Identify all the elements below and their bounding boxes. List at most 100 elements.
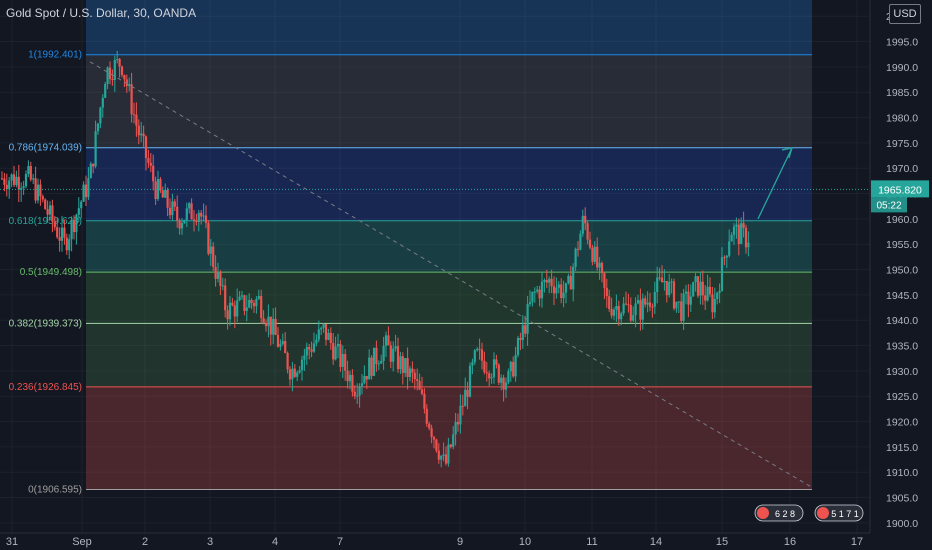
currency-button[interactable]: USD bbox=[889, 4, 921, 24]
candle-body bbox=[156, 179, 160, 200]
price-tick-label: 1925.0 bbox=[886, 391, 918, 403]
candle-body bbox=[195, 220, 198, 222]
candle-body bbox=[200, 212, 203, 217]
candle-body bbox=[620, 313, 623, 320]
time-tick-label: 10 bbox=[519, 536, 531, 548]
candle-body bbox=[298, 370, 301, 373]
fib-band-0.382 bbox=[86, 323, 812, 387]
fib-band-1 bbox=[86, 54, 812, 148]
candle-body bbox=[533, 291, 536, 293]
countdown-tag bbox=[871, 197, 907, 213]
candle-body bbox=[3, 178, 6, 185]
candle-body bbox=[622, 303, 625, 314]
fib-bands bbox=[86, 0, 812, 490]
candle-body bbox=[675, 301, 678, 309]
candle-body bbox=[320, 327, 323, 330]
candle-body bbox=[420, 389, 424, 394]
candle-body bbox=[173, 201, 176, 207]
candle-body bbox=[485, 372, 488, 374]
candle-body bbox=[615, 305, 618, 310]
candle-body bbox=[490, 377, 493, 379]
candle-body bbox=[130, 84, 133, 115]
trendline bbox=[89, 61, 813, 488]
candle-body bbox=[687, 291, 690, 305]
candle-body bbox=[185, 208, 188, 220]
candle-body bbox=[730, 234, 733, 242]
time-tick-label: 15 bbox=[716, 536, 728, 548]
economic-event-marker[interactable]: 6 2 8 bbox=[754, 504, 804, 522]
candle-body bbox=[10, 174, 13, 181]
candle-body bbox=[658, 277, 661, 279]
candle-body bbox=[430, 428, 433, 438]
candle-body bbox=[209, 246, 212, 254]
price-tick-label: 1960.0 bbox=[886, 214, 918, 226]
candle-body bbox=[521, 325, 524, 341]
candle-body bbox=[17, 176, 20, 190]
time-tick-label: 9 bbox=[457, 536, 463, 548]
candle-body bbox=[207, 223, 210, 254]
candle-body bbox=[514, 355, 517, 377]
candle-body bbox=[737, 224, 740, 244]
candle-body bbox=[538, 289, 541, 299]
economic-event-marker[interactable]: 5 1 7 1 bbox=[814, 504, 864, 522]
candle-body bbox=[39, 184, 42, 197]
candle-body bbox=[617, 305, 620, 320]
fib-label-0.236: 0.236(1926.845) bbox=[9, 382, 82, 393]
candle-body bbox=[509, 361, 512, 372]
candle-body bbox=[629, 304, 632, 321]
time-tick-label: Sep bbox=[72, 536, 92, 548]
fib-label-0.786: 0.786(1974.039) bbox=[9, 143, 82, 154]
candle-body bbox=[389, 345, 392, 362]
candle-body bbox=[670, 281, 673, 283]
price-tick-label: 1985.0 bbox=[886, 87, 918, 99]
candle-body bbox=[634, 303, 637, 316]
candle-body bbox=[449, 444, 452, 447]
time-axis-bg bbox=[0, 533, 932, 550]
candle-body bbox=[12, 174, 16, 186]
candle-body bbox=[680, 301, 683, 321]
candle-body bbox=[677, 301, 680, 303]
event-marker-label: 5 1 7 1 bbox=[831, 509, 859, 519]
candle-body bbox=[44, 199, 47, 210]
candle-body bbox=[336, 343, 340, 347]
candle-body bbox=[411, 368, 414, 373]
candle-body bbox=[672, 281, 676, 309]
candle-body bbox=[72, 219, 76, 233]
candle-body bbox=[564, 283, 568, 293]
price-tick-label: 1975.0 bbox=[886, 138, 918, 150]
candle-body bbox=[233, 305, 236, 317]
price-tick-label: 1935.0 bbox=[886, 341, 918, 353]
candle-body bbox=[524, 325, 527, 334]
candle-body bbox=[440, 455, 443, 460]
candle-body bbox=[454, 422, 457, 435]
candle-body bbox=[310, 349, 313, 352]
price-tick-label: 1920.0 bbox=[886, 417, 918, 429]
candle-body bbox=[732, 226, 736, 235]
candle-body bbox=[708, 286, 712, 295]
candle-body bbox=[221, 285, 224, 287]
fib-label-0.618: 0.618(1959.623) bbox=[9, 216, 82, 227]
candle-body bbox=[624, 303, 628, 305]
candle-body bbox=[591, 247, 594, 262]
candle-body bbox=[108, 67, 112, 80]
candle-body bbox=[648, 302, 652, 307]
candle-body bbox=[96, 123, 100, 132]
candle-body bbox=[353, 391, 356, 397]
time-tick-label: 2 bbox=[142, 536, 148, 548]
candle-body bbox=[87, 178, 90, 198]
price-tick-label: 1955.0 bbox=[886, 239, 918, 251]
candle-body bbox=[312, 343, 316, 352]
price-tick-label: 1940.0 bbox=[886, 315, 918, 327]
candle-body bbox=[368, 357, 371, 380]
candle-body bbox=[286, 353, 289, 370]
candle-body bbox=[579, 233, 582, 250]
candle-body bbox=[418, 380, 421, 390]
candle-body bbox=[140, 133, 143, 136]
candle-body bbox=[425, 408, 428, 424]
time-tick-label: 3 bbox=[207, 536, 213, 548]
candle-body bbox=[46, 209, 49, 215]
candle-body bbox=[36, 184, 40, 201]
candle-body bbox=[358, 386, 361, 396]
candle-body bbox=[372, 347, 376, 376]
